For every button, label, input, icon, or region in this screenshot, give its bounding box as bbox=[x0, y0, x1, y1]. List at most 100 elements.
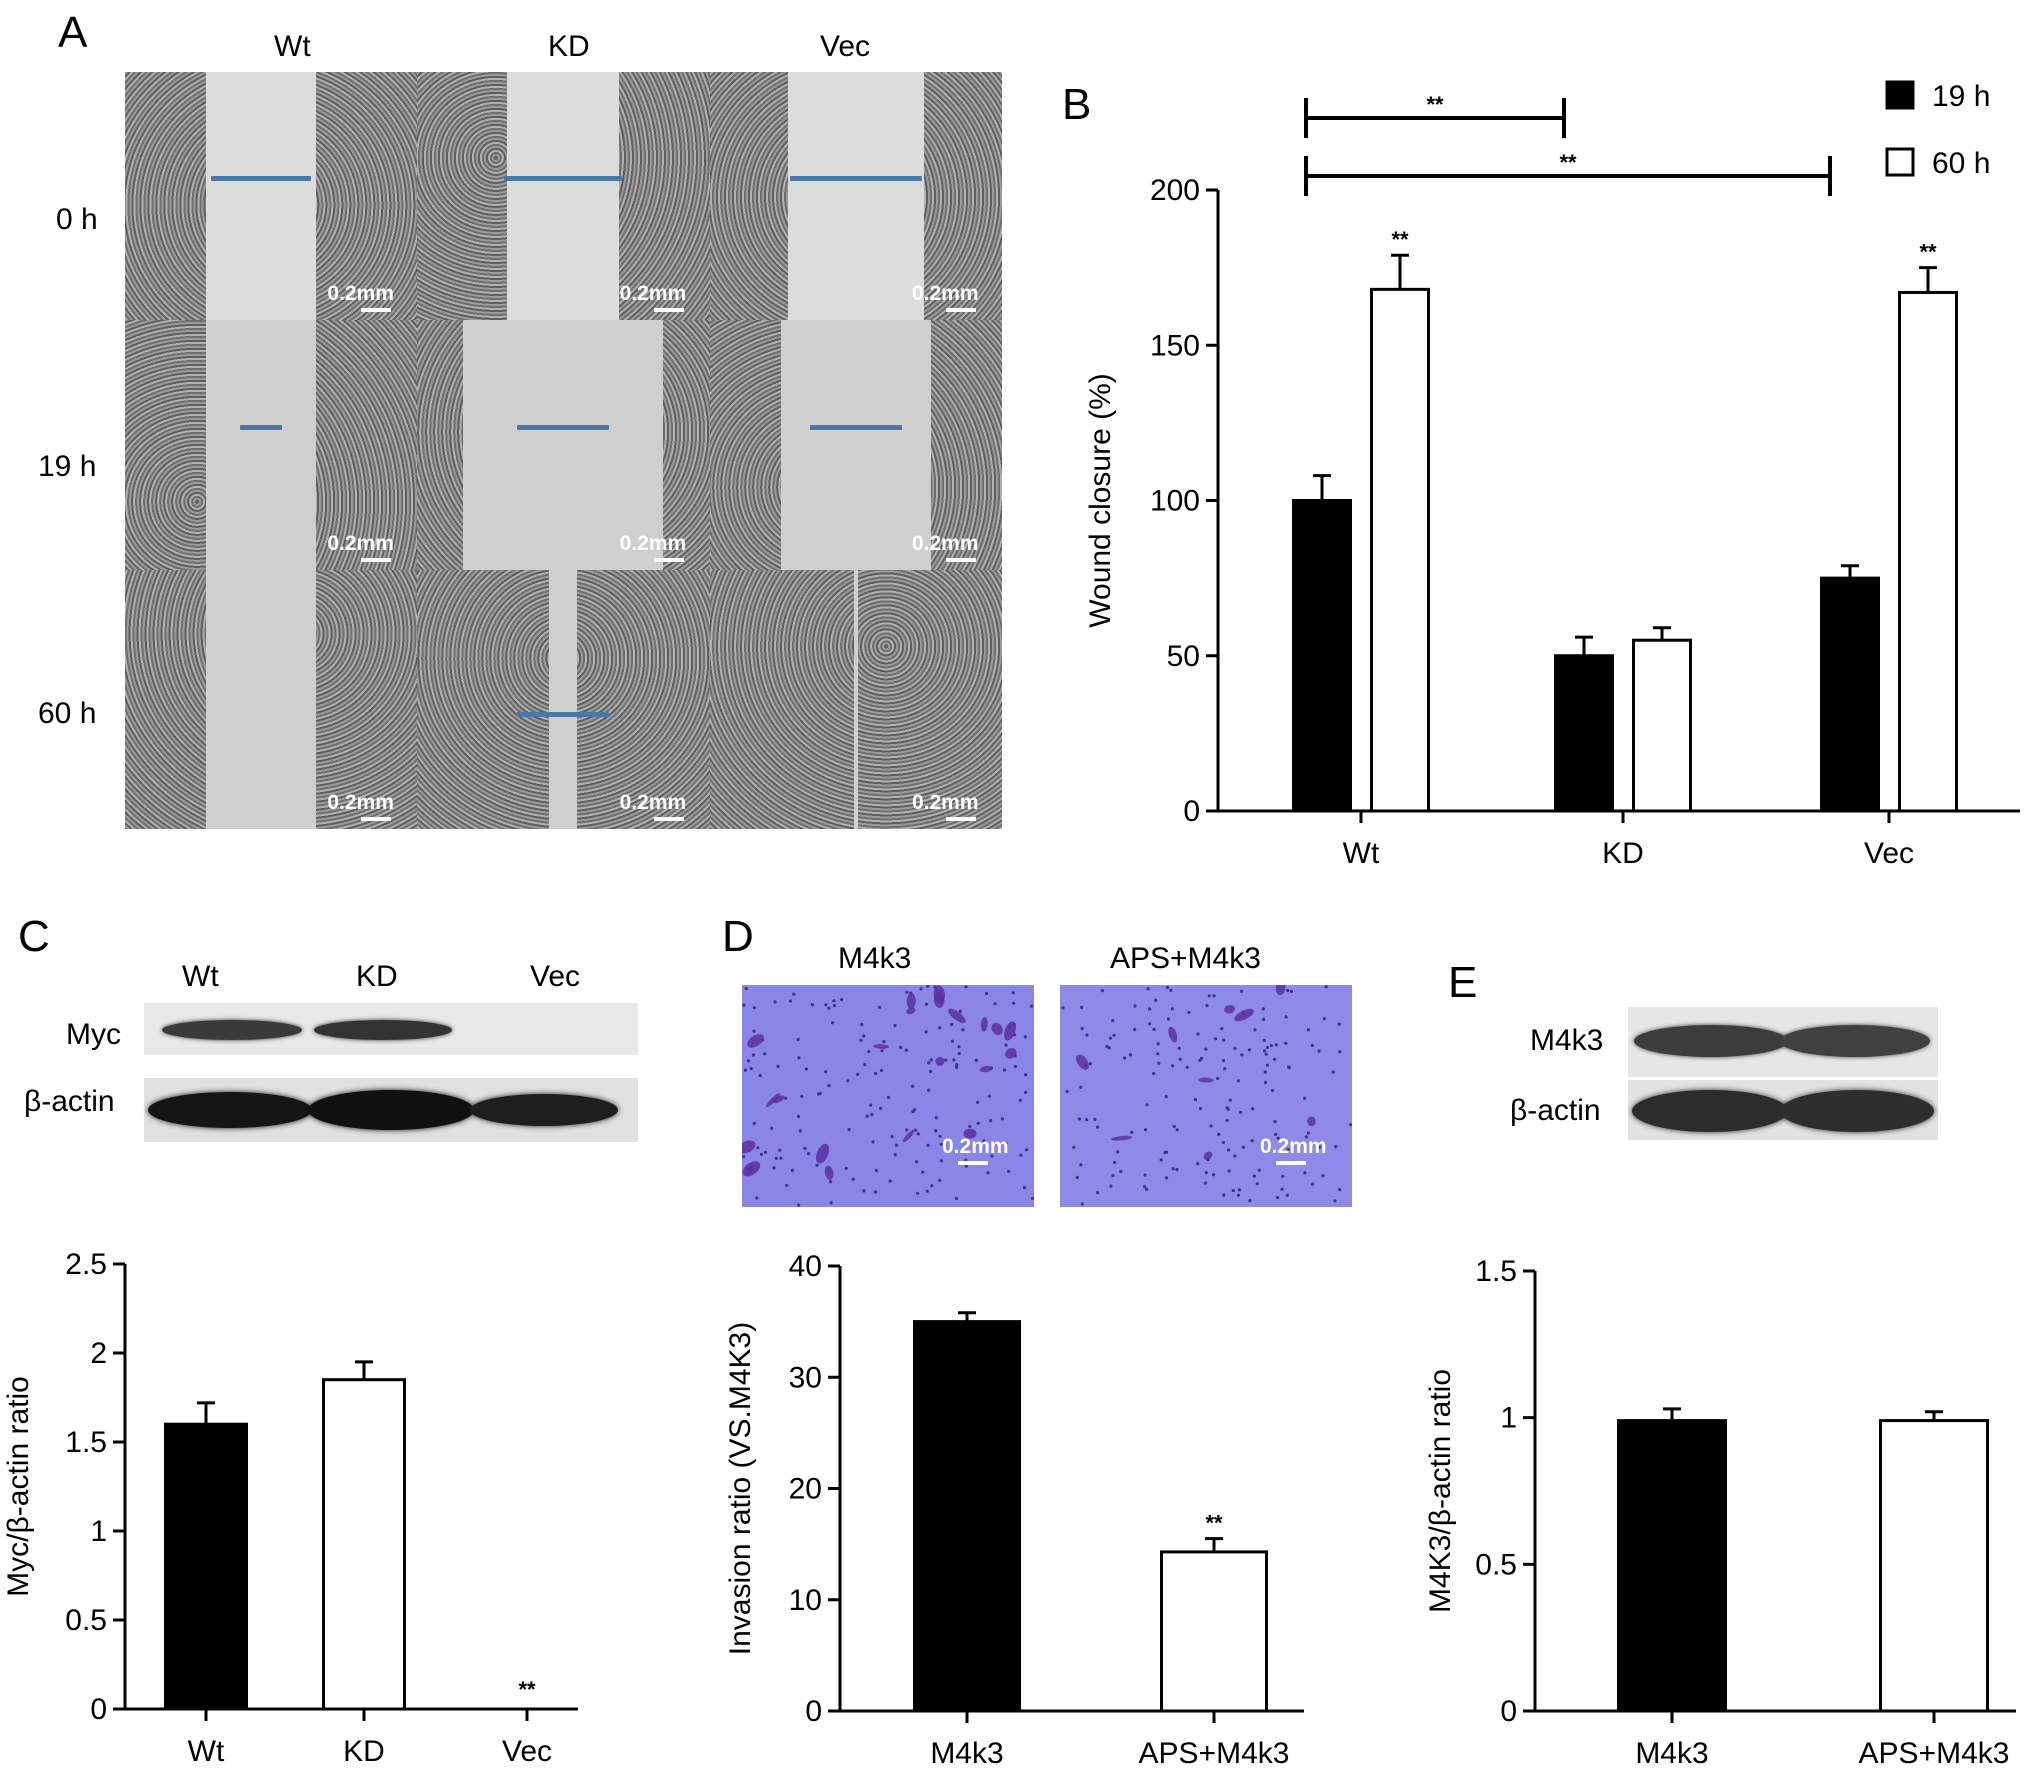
y-tick-label: 50 bbox=[1167, 640, 1200, 673]
membrane-pore bbox=[804, 1067, 809, 1071]
membrane-pore bbox=[844, 1166, 848, 1170]
membrane-pore bbox=[860, 1022, 864, 1027]
panel-c-letter: C bbox=[18, 912, 50, 961]
membrane-pore bbox=[1223, 1067, 1227, 1071]
y-tick-label: 30 bbox=[789, 1361, 822, 1394]
membrane-pore bbox=[803, 1146, 807, 1150]
bar bbox=[1160, 1550, 1268, 1713]
membrane-pore bbox=[1310, 1043, 1314, 1047]
y-axis-label: M4K3/β-actin ratio bbox=[1424, 1369, 1457, 1613]
membrane-pore bbox=[756, 1146, 760, 1150]
membrane-pore bbox=[938, 1134, 942, 1138]
membrane-pore bbox=[797, 1203, 801, 1207]
membrane-pore bbox=[1286, 1147, 1290, 1151]
membrane-pore bbox=[915, 1160, 919, 1164]
membrane-pore bbox=[752, 1121, 756, 1126]
membrane-pore bbox=[1304, 1135, 1308, 1139]
invaded-cell bbox=[1307, 1116, 1316, 1127]
membrane-pore bbox=[1075, 1175, 1079, 1179]
bar bbox=[1292, 499, 1352, 813]
membrane-pore bbox=[929, 1058, 933, 1062]
invaded-cell bbox=[906, 1007, 916, 1015]
membrane-pore bbox=[926, 1143, 930, 1147]
membrane-pore bbox=[865, 1114, 869, 1118]
membrane-pore bbox=[1185, 1065, 1189, 1069]
y-tick-label: 40 bbox=[789, 1250, 822, 1283]
membrane-pore bbox=[934, 1129, 938, 1133]
membrane-pore bbox=[1262, 1049, 1267, 1053]
membrane-pore bbox=[989, 1119, 993, 1123]
panel-a-col-label: Vec bbox=[820, 30, 871, 63]
legend-label: 60 h bbox=[1932, 147, 1990, 180]
membrane-pore bbox=[796, 1037, 800, 1042]
membrane-pore bbox=[752, 1029, 756, 1033]
significance-marker: ** bbox=[1919, 240, 1937, 265]
membrane-pore bbox=[1085, 1033, 1089, 1037]
y-tick-label: 0 bbox=[805, 1695, 822, 1728]
membrane-pore bbox=[1240, 1053, 1244, 1057]
membrane-pore bbox=[1237, 1188, 1242, 1192]
scale-bar bbox=[945, 558, 976, 562]
western-blot-m4k3 bbox=[1628, 1007, 1938, 1077]
invaded-cell bbox=[747, 1034, 764, 1048]
micrograph-cell: 0.2mm bbox=[125, 570, 418, 829]
membrane-pore bbox=[1171, 1167, 1175, 1171]
membrane-pore bbox=[1285, 1193, 1289, 1197]
invaded-cell bbox=[933, 991, 945, 1008]
membrane-pore bbox=[797, 1114, 801, 1119]
membrane-pore bbox=[1133, 1004, 1137, 1008]
invasion-image-label: APS+M4k3 bbox=[1110, 942, 1261, 975]
membrane-pore bbox=[1152, 1071, 1156, 1076]
membrane-pore bbox=[1261, 1007, 1265, 1011]
micrograph-cell: 0.2mm bbox=[709, 320, 1002, 570]
membrane-pore bbox=[773, 1000, 777, 1004]
membrane-pore bbox=[952, 1058, 956, 1062]
chart-c-myc-ratio: 0 0.5 1 1.5 2 2.5 Myc/β-actin ratio Wt KD Vec ** bbox=[2, 1248, 578, 1768]
membrane-pore bbox=[778, 1148, 782, 1152]
legend-swatch-filled bbox=[1885, 80, 1915, 110]
membrane-pore bbox=[899, 1045, 903, 1049]
membrane-pore bbox=[957, 1051, 961, 1056]
blot-c-lane-label: KD bbox=[356, 960, 398, 993]
membrane-pore bbox=[873, 1190, 877, 1194]
y-tick-label: 150 bbox=[1150, 329, 1200, 362]
membrane-pore bbox=[926, 985, 930, 988]
membrane-pore bbox=[929, 1069, 933, 1074]
membrane-pore bbox=[1154, 998, 1158, 1002]
membrane-pore bbox=[827, 1084, 831, 1088]
membrane-pore bbox=[1204, 1047, 1208, 1051]
membrane-pore bbox=[882, 1040, 886, 1044]
membrane-pore bbox=[851, 1177, 855, 1181]
membrane-pore bbox=[859, 1038, 863, 1042]
y-tick-label: 0 bbox=[90, 1693, 107, 1726]
membrane-pore bbox=[1306, 1131, 1311, 1135]
invaded-cell bbox=[979, 1065, 993, 1073]
membrane-pore bbox=[829, 1180, 833, 1184]
invaded-cell bbox=[902, 1129, 915, 1143]
membrane-pore bbox=[955, 1063, 959, 1067]
membrane-pore bbox=[1080, 1005, 1084, 1009]
membrane-pore bbox=[1077, 1117, 1081, 1121]
bar bbox=[1879, 1419, 1989, 1713]
membrane-pore bbox=[1321, 1174, 1325, 1178]
membrane-pore bbox=[924, 1002, 929, 1006]
chart-e-m4k3-ratio: 0 0.5 1 1.5 M4K3/β-actin ratio M4k3 APS+M4k3 bbox=[1424, 1255, 2016, 1770]
bar bbox=[164, 1422, 248, 1711]
membrane-pore bbox=[1079, 1163, 1083, 1167]
scale-bar-label: 0.2mm bbox=[619, 282, 687, 305]
membrane-pore bbox=[743, 1068, 747, 1072]
scale-bar bbox=[653, 308, 684, 312]
membrane-pore bbox=[788, 999, 793, 1003]
membrane-pore bbox=[1030, 1004, 1034, 1008]
membrane-pore bbox=[790, 1168, 794, 1172]
scratch-gap bbox=[206, 320, 317, 570]
x-tick-label: Vec bbox=[1864, 837, 1914, 870]
western-blot-myc bbox=[144, 1003, 638, 1055]
membrane-pore bbox=[1248, 1199, 1252, 1203]
invaded-cell bbox=[1076, 1054, 1089, 1070]
scale-bar-label: 0.2mm bbox=[327, 282, 394, 305]
membrane-pore bbox=[1257, 1168, 1261, 1172]
membrane-pore bbox=[1163, 1151, 1167, 1155]
scale-bar-label: 0.2mm bbox=[327, 791, 394, 814]
invaded-cell bbox=[1234, 1008, 1254, 1022]
